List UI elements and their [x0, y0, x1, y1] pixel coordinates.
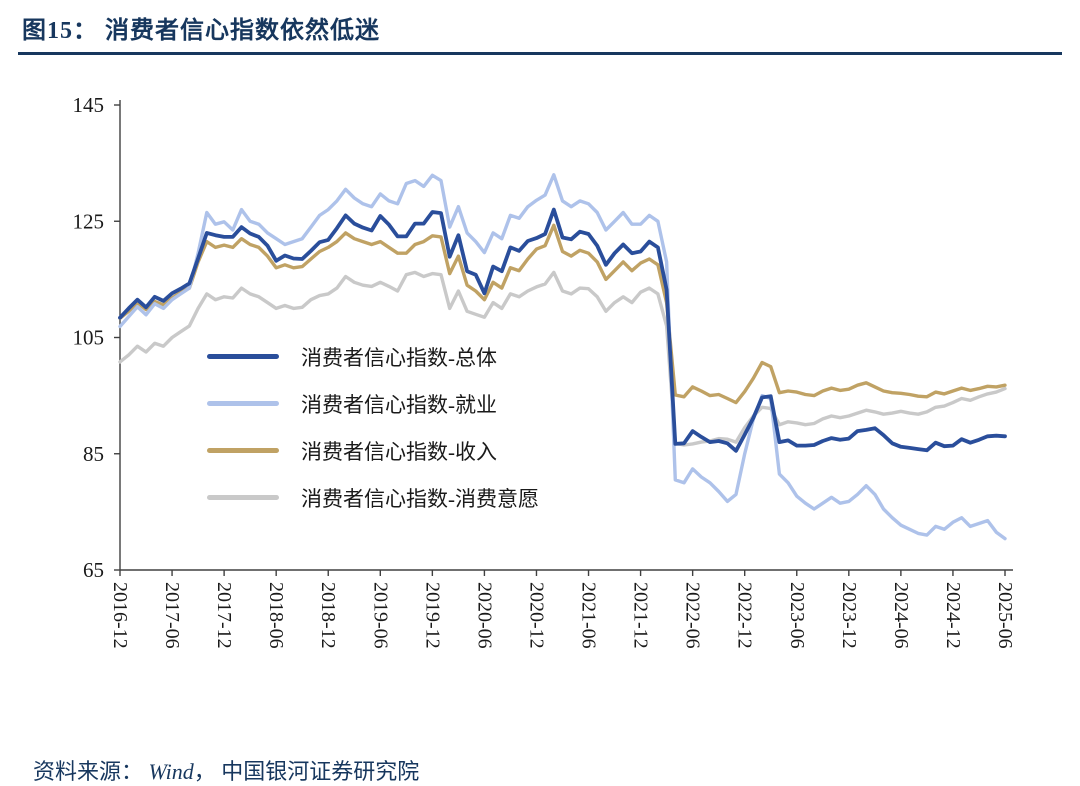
- x-tick-label: 2021-06: [578, 582, 600, 649]
- legend-label-overall: 消费者信心指数-总体: [301, 345, 497, 370]
- x-tick-label: 2024-06: [890, 582, 912, 649]
- figure-title: 图15： 消费者信心指数依然低迷: [22, 18, 380, 44]
- legend-swatch-overall: [207, 354, 279, 359]
- x-tick-label: 2022-12: [734, 582, 756, 649]
- x-tick-label: 2017-12: [213, 582, 235, 649]
- x-tick-label: 2018-06: [265, 582, 287, 649]
- series-line-willingness: [118, 270, 1007, 447]
- x-tick-label: 2020-12: [525, 582, 547, 649]
- x-tick-label: 2022-06: [682, 582, 704, 649]
- source-wind: Wind: [148, 759, 194, 784]
- x-tick-label: 2021-12: [630, 582, 652, 649]
- series-line-overall: [118, 207, 1007, 453]
- x-tick-label: 2019-06: [369, 582, 391, 649]
- y-tick-label: 105: [73, 326, 105, 350]
- legend-item-willingness: 消费者信心指数-消费意愿: [207, 474, 539, 521]
- legend-label-willingness: 消费者信心指数-消费意愿: [301, 486, 539, 511]
- legend-item-employment: 消费者信心指数-就业: [207, 380, 539, 427]
- x-tick-label: 2016-12: [109, 582, 131, 649]
- legend-item-income: 消费者信心指数-收入: [207, 427, 539, 474]
- legend-item-overall: 消费者信心指数-总体: [207, 333, 539, 380]
- source-note: 资料来源： Wind， 中国银河证券研究院: [22, 728, 419, 786]
- x-tick-label: 2024-12: [942, 582, 964, 649]
- legend-swatch-employment: [207, 401, 279, 406]
- x-tick-label: 2025-06: [994, 582, 1016, 649]
- legend-swatch-willingness: [207, 495, 279, 500]
- legend-label-income: 消费者信心指数-收入: [301, 439, 497, 464]
- x-tick-label: 2017-06: [161, 582, 183, 649]
- title-divider-line: [18, 52, 1062, 55]
- y-tick-label: 145: [73, 93, 105, 117]
- x-tick-label: 2023-12: [838, 582, 860, 649]
- x-tick-label: 2019-12: [421, 582, 443, 649]
- y-tick-label: 85: [83, 442, 104, 466]
- y-tick-label: 125: [73, 209, 105, 233]
- x-tick-label: 2020-06: [473, 582, 495, 649]
- x-tick-label: 2018-12: [317, 582, 339, 649]
- chart-legend: 消费者信心指数-总体 消费者信心指数-就业 消费者信心指数-收入消费者信心指数-消费…: [207, 333, 539, 521]
- legend-label-employment: 消费者信心指数-就业: [301, 392, 497, 417]
- series-line-employment: [118, 173, 1007, 541]
- source-prefix: 资料来源：: [33, 759, 149, 784]
- legend-swatch-income: [207, 448, 279, 453]
- source-suffix: ， 中国银河证券研究院: [193, 759, 420, 784]
- y-tick-label: 65: [83, 558, 104, 582]
- series-line-income: [118, 223, 1007, 405]
- x-tick-label: 2023-06: [786, 582, 808, 649]
